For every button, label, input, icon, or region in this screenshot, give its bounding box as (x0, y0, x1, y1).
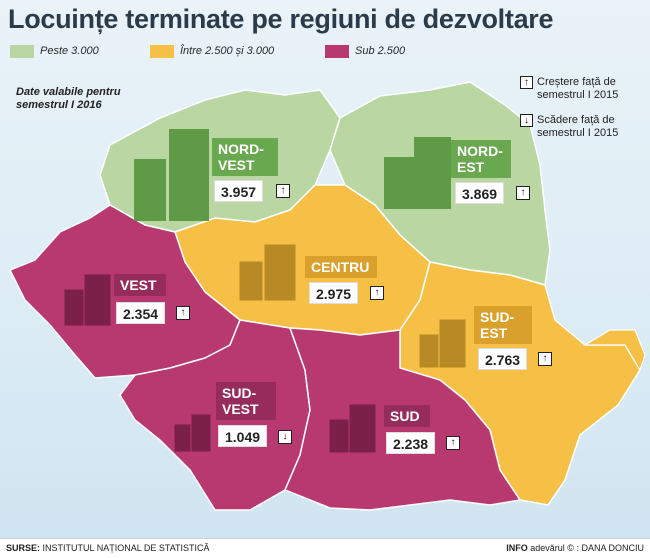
arrow-down-icon: ↓ (278, 430, 292, 444)
region-value-nord-vest: 3.957 (214, 180, 264, 202)
region-label-sud-vest: SUD-VEST (216, 382, 276, 420)
footer: SURSE: INSTITUTUL NAȚIONAL DE STATISTICĂ… (0, 538, 650, 558)
region-value-sud-vest: 1.049 (218, 425, 268, 447)
region-value-sud: 2.238 (386, 432, 436, 454)
region-value-sud-est: 2.763 (478, 348, 528, 370)
buildings-icon-sud-vest (174, 414, 211, 452)
key-decrease: ↓ Scădere față de semestrul I 2015 (520, 114, 650, 140)
arrow-up-icon: ↑ (538, 352, 552, 366)
arrow-up-icon: ↑ (520, 76, 533, 89)
buildings-icon-sud-est (419, 319, 466, 368)
region-label-nord-est: NORD-EST (451, 140, 511, 178)
legend-item-yellow: Între 2.500 și 3.000 (150, 44, 274, 58)
legend-swatch-yellow (150, 44, 174, 58)
region-label-sud: SUD (384, 405, 430, 427)
delta-shape (582, 329, 646, 372)
arrow-up-icon: ↑ (370, 286, 384, 300)
region-label-nord-vest: NORD-VEST (212, 138, 278, 176)
arrow-up-icon: ↑ (516, 186, 530, 200)
region-value-centru: 2.975 (309, 282, 359, 304)
legend-label: Peste 3.000 (40, 45, 99, 57)
arrow-up-icon: ↑ (446, 436, 460, 450)
legend-label: Între 2.500 și 3.000 (180, 45, 275, 57)
arrow-up-icon: ↑ (176, 306, 190, 320)
legend-item-green: Peste 3.000 (10, 44, 99, 58)
legend-swatch-magenta (325, 44, 349, 58)
arrow-down-icon: ↓ (520, 114, 533, 127)
region-value-nord-est: 3.869 (455, 182, 505, 204)
legend-swatch-green (10, 44, 34, 58)
region-label-vest: VEST (114, 274, 166, 296)
arrow-up-icon: ↑ (276, 184, 290, 198)
key-decrease-label: Scădere față de semestrul I 2015 (537, 114, 619, 139)
page-title: Locuințe terminate pe regiuni de dezvolt… (8, 4, 554, 34)
buildings-icon-nord-vest (134, 129, 209, 221)
buildings-icon-vest (64, 274, 111, 326)
region-value-vest: 2.354 (116, 302, 166, 324)
legend-item-magenta: Sub 2.500 (325, 44, 405, 58)
key-increase-label: Creștere față de semestrul I 2015 (537, 76, 619, 101)
buildings-icon-nord-est (384, 137, 451, 209)
credit: INFO adevărul © : DANA DONCIU (506, 543, 644, 553)
date-note: Date valabile pentru semestrul I 2016 (16, 86, 121, 111)
legend-label: Sub 2.500 (355, 45, 406, 57)
buildings-icon-sud (329, 404, 376, 453)
region-label-centru: CENTRU (305, 256, 377, 278)
source-note: SURSE: INSTITUTUL NAȚIONAL DE STATISTICĂ (6, 543, 210, 553)
buildings-icon-centru (239, 244, 296, 301)
region-label-sud-est: SUD-EST (474, 306, 532, 344)
region-sud-vest-shape (119, 319, 311, 511)
key-increase: ↑ Creștere față de semestrul I 2015 (520, 76, 650, 102)
